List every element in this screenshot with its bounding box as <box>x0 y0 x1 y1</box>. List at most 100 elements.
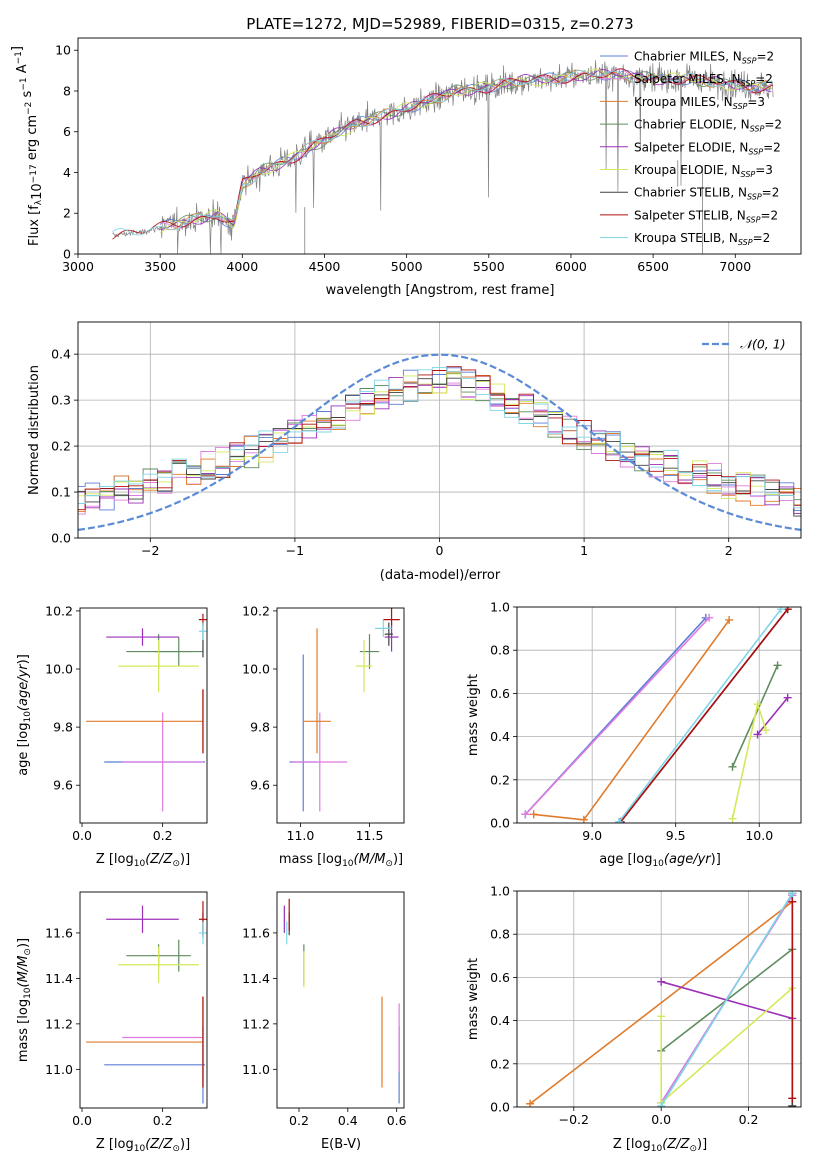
weight-series <box>529 615 734 823</box>
x-tick-label: 0.2 <box>153 1113 173 1128</box>
y-tick-label: 0.2 <box>490 1056 510 1071</box>
data-point <box>383 608 400 626</box>
y-tick-label: 0.0 <box>490 1100 510 1115</box>
plot-area <box>112 60 774 254</box>
chart-age_vs_Z: 0.0 0.2 9.6 9.8 10.0 10.2 Z [log10(Z/Z⊙)] age [… <box>16 603 208 869</box>
chart-weight_vs_age: 9.0 9.5 10.0 0.0 0.2 0.4 0.6 0.8 1.0 age [log10(a… <box>466 600 802 869</box>
x-tick-label: 9.0 <box>582 828 602 843</box>
weight-line <box>529 901 793 1105</box>
weight-series <box>788 897 797 1103</box>
weight-series <box>521 613 714 819</box>
data-point <box>359 634 380 670</box>
y-tick-label: 11.4 <box>242 971 270 986</box>
y-tick-label: 0.6 <box>490 970 510 985</box>
axes-frame <box>79 891 208 1109</box>
axes-frame <box>276 891 405 1109</box>
plot-area <box>289 608 400 812</box>
data-point <box>118 946 199 983</box>
weight-marker <box>529 810 538 819</box>
data-point <box>384 622 399 652</box>
y-tick-label: 0.8 <box>490 927 510 942</box>
weight-line <box>524 617 710 815</box>
data-point <box>303 628 331 754</box>
y-tick-label: 9.6 <box>250 778 270 793</box>
y-axis-label: mass weight <box>466 958 481 1040</box>
weight-line <box>756 697 789 735</box>
y-tick-label: 10.0 <box>242 662 270 677</box>
x-tick-label: 6500 <box>637 259 669 274</box>
weight-marker <box>526 1099 535 1107</box>
x-tick-label: 5000 <box>391 259 423 274</box>
x-axis-label: age [log10(age/yr)] <box>599 852 721 869</box>
residual-histogram <box>78 377 801 517</box>
weight-marker <box>761 726 770 735</box>
weight-marker <box>728 762 737 771</box>
weight-marker <box>788 1094 797 1103</box>
x-tick-label: 4500 <box>309 259 341 274</box>
weight-marker <box>783 607 792 614</box>
weight-line <box>660 892 793 1107</box>
weight-marker <box>773 661 782 670</box>
y-axis-label: Flux [fλ10−17 erg cm−2 s−1 A−1] <box>10 46 45 246</box>
weight-marker <box>579 815 588 823</box>
weight-marker <box>725 615 734 624</box>
y-tick-label: 0.0 <box>51 531 71 546</box>
weight-series <box>753 693 792 739</box>
plot-area <box>517 607 801 823</box>
y-tick-label: 11.6 <box>242 925 270 940</box>
weight-line <box>660 987 793 1105</box>
legend-entry: Chabrier ELODIE, NSSP=2 <box>634 118 782 134</box>
data-point <box>384 622 393 646</box>
x-tick-label: 0.6 <box>387 1113 407 1128</box>
axes-frame <box>77 321 802 539</box>
x-tick-label: 0.0 <box>651 1112 671 1127</box>
plot-area <box>78 322 801 538</box>
x-tick-label: 3000 <box>62 259 94 274</box>
weight-marker <box>753 700 762 709</box>
normal-curve <box>78 353 801 531</box>
chart-mass_vs_EBV: 0.2 0.4 0.6 11.0 11.2 11.4 11.6 E(B-V) <box>242 891 407 1152</box>
y-tick-label: 10 <box>55 43 71 58</box>
observed-spectrum <box>112 60 774 254</box>
chart-mass_vs_Z: 0.0 0.2 11.0 11.2 11.4 11.6 Z [log10(Z/Z⊙)] mas… <box>16 891 208 1154</box>
plot-area <box>86 901 207 1104</box>
data-point <box>106 628 179 646</box>
weight-series <box>728 700 770 823</box>
x-tick-label: −2 <box>141 543 159 558</box>
x-tick-label: 0.0 <box>72 1113 92 1128</box>
x-tick-label: 0.2 <box>153 828 173 843</box>
axes-frame <box>79 607 208 824</box>
x-tick-label: 5500 <box>473 259 505 274</box>
residual-histogram <box>78 366 801 509</box>
y-tick-label: 8 <box>63 83 71 98</box>
y-axis-label: mass [log10(M/M⊙)] <box>16 938 33 1062</box>
chart-spectrum: 3000 3500 4000 4500 5000 5500 6000 6500 7000 0 2 4 6… <box>10 37 802 298</box>
x-axis-label: Z [log10(Z/Z⊙)] <box>613 1137 707 1154</box>
y-tick-label: 0.1 <box>51 485 71 500</box>
y-tick-label: 0.6 <box>490 686 510 701</box>
legend-entry: Kroupa STELIB, NSSP=2 <box>634 231 770 247</box>
legend: Chabrier MILES, NSSP=2 Salpeter MILES, NS… <box>600 50 782 247</box>
weight-series <box>614 607 785 823</box>
y-tick-label: 10.2 <box>242 603 270 618</box>
weight-marker <box>657 977 666 986</box>
y-tick-label: 0.4 <box>490 1013 510 1028</box>
y-tick-label: 9.8 <box>53 720 73 735</box>
legend-entry: Kroupa ELODIE, NSSP=3 <box>634 163 773 179</box>
y-tick-label: 6 <box>63 124 71 139</box>
y-tick-label: 0.4 <box>51 347 71 362</box>
y-tick-label: 0.2 <box>490 772 510 787</box>
y-tick-label: 1.0 <box>490 600 510 615</box>
y-tick-label: 9.8 <box>250 720 270 735</box>
x-tick-label: 3500 <box>144 259 176 274</box>
data-point <box>106 905 179 933</box>
x-axis-label: mass [log10(M/M⊙)] <box>279 852 403 869</box>
x-tick-label: −0.2 <box>559 1112 589 1127</box>
x-tick-label: 10.0 <box>745 828 773 843</box>
x-axis-label: Z [log10(Z/Z⊙)] <box>96 1137 190 1154</box>
weight-marker <box>705 613 714 622</box>
x-tick-label: 0.2 <box>289 1113 309 1128</box>
legend-entry: 𝒩(0, 1) <box>740 337 786 352</box>
x-tick-label: 7000 <box>719 259 751 274</box>
axes-frame <box>516 890 802 1108</box>
